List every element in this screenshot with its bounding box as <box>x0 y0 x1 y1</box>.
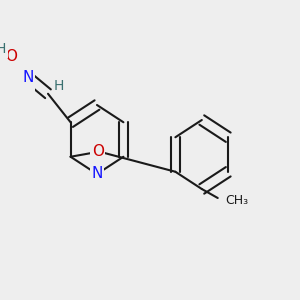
Text: N: N <box>91 167 103 182</box>
Text: H: H <box>54 79 64 93</box>
Text: O: O <box>5 49 17 64</box>
Text: H: H <box>0 42 6 56</box>
Text: CH₃: CH₃ <box>225 194 248 208</box>
Text: O: O <box>92 144 104 159</box>
Text: N: N <box>22 70 34 85</box>
